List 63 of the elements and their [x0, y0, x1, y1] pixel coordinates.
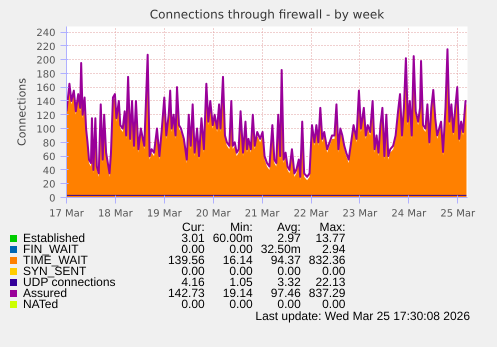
text: 142.73: [167, 286, 205, 300]
x-tick-label: 19 Mar: [146, 208, 183, 220]
text: 94.37: [270, 253, 301, 267]
text: 2.94: [322, 242, 346, 256]
text: 3.01: [180, 231, 205, 245]
text: 0.00: [181, 242, 205, 256]
text: 3.32: [277, 275, 301, 289]
x-tick-label: 20 Mar: [196, 208, 232, 220]
text: 0.00: [181, 264, 205, 278]
text: Min:: [230, 220, 253, 234]
y-tick-label: 180: [36, 69, 56, 80]
text: 0.00: [277, 264, 301, 278]
text: Avg:: [276, 220, 301, 234]
y-tick-label: 120: [36, 110, 56, 122]
y-tick-label: 240: [36, 28, 56, 40]
text: 1.05: [229, 275, 253, 289]
text: 22.13: [315, 275, 346, 289]
y-tick-label: 160: [36, 83, 56, 94]
text: 32.50m: [260, 242, 301, 256]
y-tick-label: 20: [42, 180, 56, 191]
text: 832.36: [308, 253, 346, 267]
x-tick-label: 18 Mar: [98, 208, 134, 220]
x-tick-label: 24 Mar: [391, 208, 428, 220]
y-tick-label: 80: [42, 138, 56, 150]
text: 0.00: [277, 297, 301, 311]
text: 0.00: [322, 297, 346, 311]
text: 19.14: [222, 286, 253, 300]
text: 97.46: [270, 286, 301, 300]
text: 13.77: [314, 231, 346, 245]
text: 4.16: [181, 275, 205, 289]
x-tick-label: 21 Mar: [244, 208, 280, 220]
text: 0.00: [181, 297, 205, 311]
y-axis-title: Connections: [15, 78, 28, 146]
x-tick-label: 25 Mar: [440, 208, 476, 220]
y-tick-label: 100: [36, 124, 56, 136]
text: 60.00m: [212, 231, 253, 245]
text: Max:: [319, 220, 346, 234]
x-tick-label: 23 Mar: [342, 208, 378, 220]
y-tick-label: 220: [36, 42, 56, 53]
legend-label: Assured: [22, 286, 68, 300]
y-tick-label: 60: [42, 152, 56, 164]
y-tick-label: 40: [42, 166, 56, 177]
text: 0.00: [322, 264, 346, 278]
legend-label: TIME_WAIT: [22, 253, 89, 267]
x-tick-label: 22 Mar: [294, 208, 330, 220]
legend-label: SYN_SENT: [22, 264, 86, 278]
y-tick-label: 0: [49, 194, 56, 204]
text: 837.29: [308, 286, 346, 300]
line-series: [66, 48, 468, 178]
y-tick-label: 200: [36, 56, 56, 67]
text: 0.00: [229, 297, 253, 311]
legend-label: FIN_WAIT: [22, 242, 79, 256]
text: 0.00: [229, 264, 253, 278]
text: 139.56: [167, 253, 205, 267]
x-tick-label: 17 Mar: [49, 208, 85, 220]
text: Cur:: [181, 220, 205, 234]
legend-label: Established: [22, 231, 86, 245]
y-tick-label: 140: [36, 96, 56, 108]
legend-label: NATed: [22, 297, 58, 311]
chart-title: Connections through firewall - by week: [150, 8, 384, 22]
text: Last update: Wed Mar 25 17:30:08 2026: [254, 309, 470, 323]
text: 16.14: [222, 253, 253, 267]
text: 0.00: [229, 242, 253, 256]
